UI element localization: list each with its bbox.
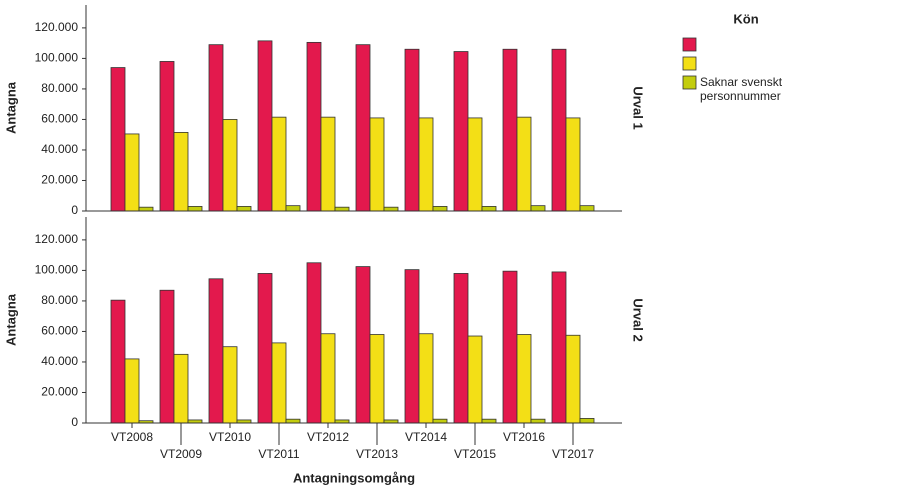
x-tick-label: VT2010 [209,430,251,444]
x-tick-label: VT2017 [552,447,594,461]
bar [369,334,385,424]
y-tick-label: 120.000 [35,20,79,34]
bar [467,117,483,212]
bar [565,334,581,424]
bar [516,116,532,212]
legend-label: Saknar svenskt personnummer [700,75,783,103]
bar [159,289,175,424]
y-tick-label: 80.000 [41,293,78,307]
bar [565,117,581,212]
x-tick-label: VT2011 [258,447,299,461]
bar [306,262,322,424]
bar [271,116,287,212]
bar [285,418,301,424]
legend-swatch [682,37,697,52]
bar [369,117,385,212]
y-tick-label: 80.000 [41,81,78,95]
x-tick-label: VT2014 [405,430,447,444]
x-tick-label: VT2009 [160,447,202,461]
bar [481,418,497,424]
bar [320,116,336,212]
x-tick-label: VT2015 [454,447,496,461]
y-axis-title: Antagna [3,81,18,134]
bar [334,206,350,212]
bar [285,205,301,212]
x-tick-label: VT2016 [503,430,545,444]
bar [355,44,371,212]
bar [257,273,273,424]
bar [110,299,126,424]
x-tick-label: VT2012 [307,430,349,444]
bar [530,205,546,212]
y-tick-label: 0 [71,415,78,429]
bar [453,273,469,424]
bar [502,270,518,424]
bar [530,418,546,424]
bar [481,206,497,212]
y-tick-label: 20.000 [41,173,78,187]
bar [124,133,140,212]
bar [187,206,203,212]
bar [404,48,420,212]
bar [236,206,252,212]
x-tick-label: VT2013 [356,447,398,461]
bar [257,40,273,212]
bar [551,271,567,424]
bar [138,206,154,212]
y-tick-label: 100.000 [35,263,79,277]
legend-swatch [682,75,697,90]
bar [271,342,287,424]
bar [320,333,336,424]
bar [453,51,469,212]
y-tick-label: 100.000 [35,51,79,65]
bar [383,206,399,212]
bar [306,41,322,212]
bar [110,67,126,212]
bar [404,269,420,424]
bar [516,334,532,424]
y-tick-label: 120.000 [35,232,79,246]
x-axis-title: Antagningsomgång [293,470,415,485]
bar [208,44,224,212]
bar [551,48,567,212]
bar [222,346,238,424]
x-tick-label: VT2008 [111,430,153,444]
bar [173,353,189,424]
y-tick-label: 40.000 [41,142,78,156]
bar [418,117,434,212]
bar [159,61,175,212]
facet-label: Urval 2 [631,298,646,341]
facet-label: Urval 1 [631,86,646,129]
bar [208,278,224,424]
bar [418,333,434,424]
bar [579,205,595,212]
y-tick-label: 60.000 [41,112,78,126]
bar [432,206,448,212]
bar [467,335,483,424]
bar [579,418,595,424]
legend-swatch [682,56,697,71]
y-tick-label: 0 [71,203,78,217]
y-tick-label: 20.000 [41,385,78,399]
bar [432,418,448,424]
bar [502,48,518,212]
bar [124,358,140,424]
y-tick-label: 40.000 [41,354,78,368]
bar [355,266,371,424]
bar [173,132,189,212]
legend-title: Kön [733,11,758,26]
y-axis-title: Antagna [3,293,18,346]
y-tick-label: 60.000 [41,324,78,338]
bar [222,119,238,212]
